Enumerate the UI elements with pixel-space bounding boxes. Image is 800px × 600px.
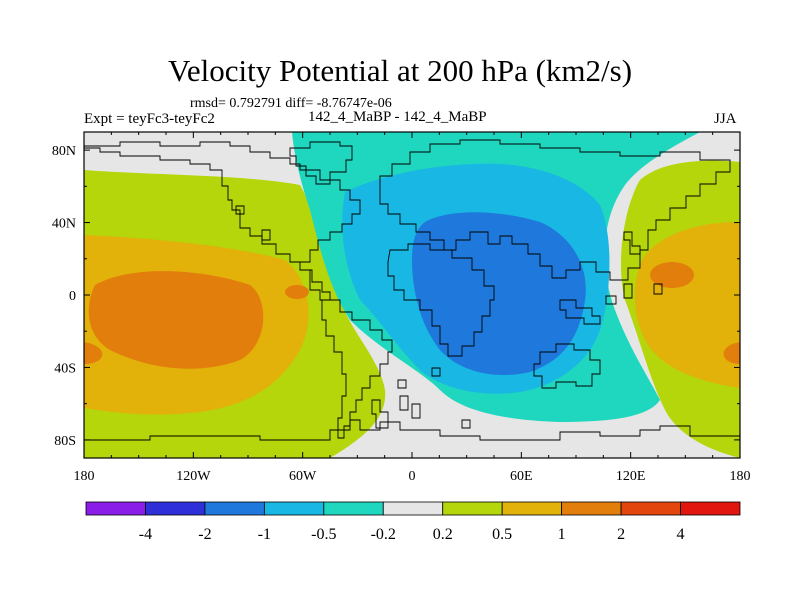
y-tick-label: 80N — [52, 144, 76, 159]
colorbar-label: 4 — [677, 526, 685, 543]
contour-neg-1 — [412, 212, 586, 376]
coast-japan — [623, 231, 641, 255]
chart-title: Velocity Potential at 200 hPa (km2/s) — [167, 53, 633, 88]
coast-small-islands — [235, 205, 663, 429]
x-tick-label: 120E — [616, 469, 646, 484]
colorbar-box — [85, 501, 146, 516]
colorbar-label: 2 — [617, 526, 625, 543]
contour-west-1 — [88, 271, 264, 369]
colorbar-box — [323, 501, 384, 516]
coast-antarctica — [84, 419, 740, 441]
coast-south-america — [321, 299, 393, 439]
experiment-label: Expt = teyFc3-teyFc2 — [84, 111, 215, 127]
colorbar-box — [382, 501, 444, 516]
coast-africa — [387, 243, 495, 357]
season-label: JJA — [714, 111, 737, 127]
colorbar-labels: -4 -2 -1 -0.5 -0.2 0.2 0.5 1 2 4 — [139, 526, 685, 543]
x-tick-label: 120W — [176, 469, 211, 484]
colorbar-box — [561, 501, 622, 516]
x-tick-label: 180 — [74, 469, 95, 484]
contour-field — [84, 132, 740, 458]
x-tick-label: 60W — [289, 469, 317, 484]
colorbar-box — [204, 501, 265, 516]
coast-australia — [533, 343, 601, 389]
coast-greenland — [289, 141, 353, 185]
contour-edge-west-1 — [84, 342, 103, 364]
colorbar-label: 1 — [558, 526, 566, 543]
y-tick-label: 40N — [52, 217, 76, 232]
colorbar-box — [680, 501, 741, 516]
coastlines — [84, 139, 740, 441]
colorbar-box — [442, 501, 503, 516]
contour-west-1-small — [285, 285, 309, 299]
rmsd-diff-label: rmsd= 0.792791 diff= -8.76747e-06 — [190, 96, 392, 111]
plot-frame — [83, 131, 741, 459]
coast-eurasia — [379, 139, 731, 281]
colorbar-box — [263, 501, 325, 516]
y-tick-label: 80S — [54, 434, 76, 449]
y-tick-label: 0 — [69, 289, 76, 304]
colorbar-box — [501, 501, 563, 516]
colorbar-label: -2 — [198, 526, 211, 543]
colorbar-label: -1 — [258, 526, 271, 543]
colorbar — [85, 501, 741, 516]
colorbar-box — [620, 501, 681, 516]
x-tick-label: 0 — [409, 469, 416, 484]
x-tick-label: 180 — [730, 469, 751, 484]
colorbar-label: -4 — [139, 526, 152, 543]
colorbar-box — [145, 501, 206, 516]
colorbar-label: -0.2 — [371, 526, 396, 543]
case-label: 142_4_MaBP - 142_4_MaBP — [308, 109, 487, 125]
contour-edge-east-1 — [723, 342, 740, 364]
colorbar-label: 0.5 — [492, 526, 512, 543]
y-tick-label: 40S — [54, 361, 76, 376]
coast-antarctic-peninsula — [371, 379, 421, 429]
coast-north-america — [84, 141, 361, 301]
colorbar-label: -0.5 — [311, 526, 336, 543]
contour-east-1 — [650, 262, 694, 288]
contour-east-0.5 — [634, 222, 740, 388]
coast-southeast-asia-islands — [559, 295, 617, 325]
colorbar-label: 0.2 — [433, 526, 453, 543]
x-tick-label: 60E — [510, 469, 533, 484]
